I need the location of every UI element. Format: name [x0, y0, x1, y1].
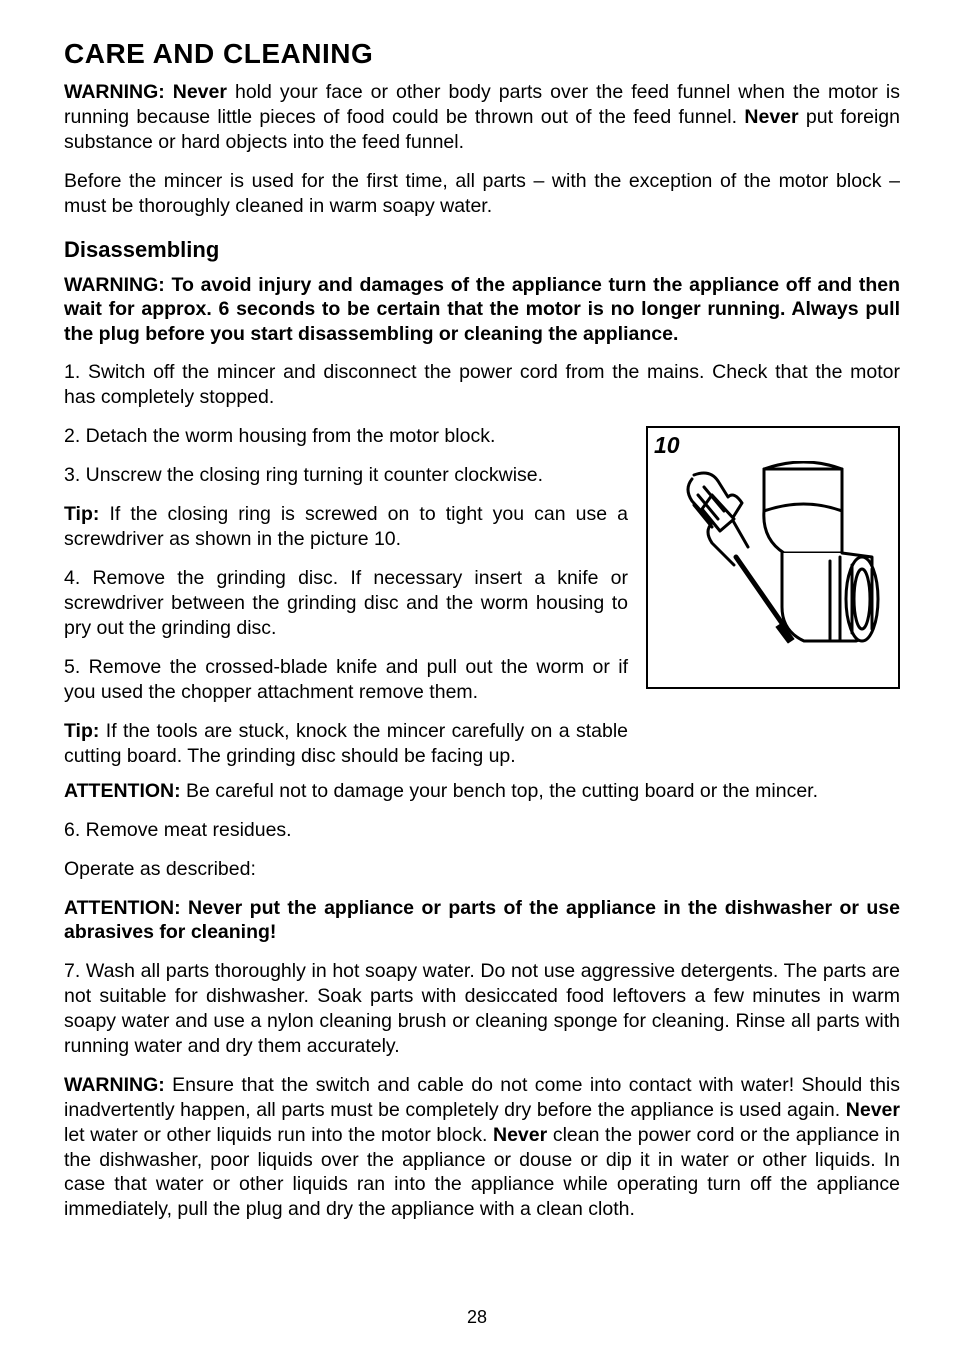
- warning-2-never-2: Never: [493, 1124, 547, 1146]
- warning-2-never-1: Never: [846, 1099, 900, 1121]
- tip-2-lead: Tip:: [64, 720, 99, 742]
- step-4: 4. Remove the grinding disc. If necessar…: [64, 566, 628, 641]
- tip-2-text: If the tools are stuck, knock the mincer…: [64, 720, 628, 767]
- attention-1-lead: ATTENTION:: [64, 780, 181, 802]
- figure-10: 10: [646, 426, 900, 689]
- step-6: 6. Remove meat residues.: [64, 818, 900, 843]
- left-column-text: 2. Detach the worm housing from the moto…: [64, 424, 628, 778]
- page-number: 28: [0, 1307, 954, 1328]
- warning-2-t1: Ensure that the switch and cable do not …: [64, 1074, 900, 1121]
- warning-paragraph-2: WARNING: Ensure that the switch and cabl…: [64, 1073, 900, 1223]
- tip-2: Tip: If the tools are stuck, knock the m…: [64, 719, 628, 769]
- warning-block-rest: To avoid injury and damages of the appli…: [64, 274, 900, 345]
- intro-paragraph: Before the mincer is used for the first …: [64, 169, 900, 219]
- attention-1: ATTENTION: Be careful not to damage your…: [64, 779, 900, 804]
- step-2: 2. Detach the worm housing from the moto…: [64, 424, 628, 449]
- step-5: 5. Remove the crossed-blade knife and pu…: [64, 655, 628, 705]
- warning-2-t2: let water or other liquids run into the …: [64, 1124, 493, 1146]
- two-column-region: 2. Detach the worm housing from the moto…: [64, 424, 900, 778]
- tip-1-text: If the closing ring is screwed on to tig…: [64, 503, 628, 550]
- attention-1-text: Be careful not to damage your bench top,…: [181, 780, 818, 802]
- warning-2-lead: WARNING:: [64, 1074, 165, 1096]
- attention-2: ATTENTION: Never put the appliance or pa…: [64, 896, 900, 945]
- warning-block: WARNING: To avoid injury and damages of …: [64, 273, 900, 347]
- screwdriver-mincer-icon: [654, 461, 890, 681]
- step-7: 7. Wash all parts thoroughly in hot soap…: [64, 959, 900, 1059]
- tip-1-lead: Tip:: [64, 503, 99, 525]
- step-1: 1. Switch off the mincer and disconnect …: [64, 360, 900, 410]
- subheading-disassembling: Disassembling: [64, 237, 900, 263]
- step-3: 3. Unscrew the closing ring turning it c…: [64, 463, 628, 488]
- figure-label: 10: [654, 432, 892, 459]
- warning-bold-lead: WARNING: Never: [64, 81, 227, 103]
- warning-never-2: Never: [744, 106, 798, 128]
- tip-1: Tip: If the closing ring is screwed on t…: [64, 502, 628, 552]
- warning-paragraph-1: WARNING: Never hold your face or other b…: [64, 80, 900, 155]
- operate-as-described: Operate as described:: [64, 857, 900, 882]
- warning-block-lead: WARNING:: [64, 274, 165, 296]
- section-heading: CARE AND CLEANING: [64, 38, 900, 70]
